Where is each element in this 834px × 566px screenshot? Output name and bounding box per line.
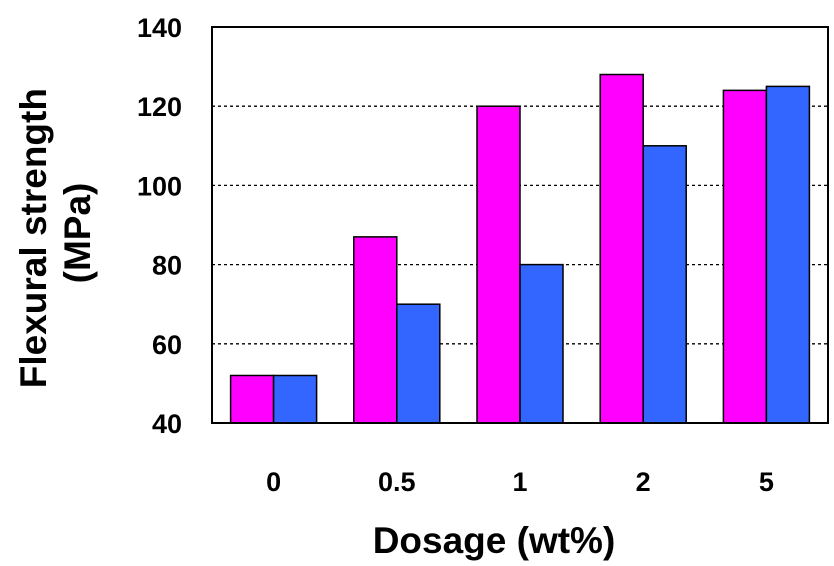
- bar-series-1: [599, 73, 644, 424]
- bar-group: [353, 236, 441, 424]
- x-tick-label: 1: [512, 467, 527, 497]
- bar-series-1: [476, 105, 521, 424]
- bar-groups: [229, 73, 811, 424]
- y-tick-label: 120: [137, 92, 182, 122]
- bar-group: [722, 85, 811, 424]
- x-tick-label: 0.5: [378, 467, 416, 497]
- bar-series-2: [519, 263, 564, 424]
- y-axis-title: Flexural strength (MPa): [13, 78, 98, 388]
- bar-series-1: [229, 374, 275, 424]
- bar-series-2: [396, 303, 441, 424]
- bar-series-2: [642, 145, 687, 424]
- bar-group: [476, 105, 564, 424]
- bar-series-2: [765, 85, 811, 424]
- plot-area-frame: [211, 26, 829, 424]
- bar-series-2: [272, 374, 318, 424]
- x-axis-tick-labels: 0 0.5 1 2 5: [266, 467, 774, 497]
- y-axis-title-line-1: Flexural strength: [13, 88, 54, 388]
- x-tick-label: 0: [266, 467, 281, 497]
- bar-group: [229, 374, 318, 424]
- bar-series-1: [722, 89, 768, 424]
- x-tick-label: 5: [759, 467, 774, 497]
- y-tick-label: 80: [152, 251, 182, 281]
- bar-series-1: [353, 236, 398, 424]
- bar-group: [599, 73, 687, 424]
- y-tick-label: 40: [152, 409, 182, 439]
- y-axis-tick-labels: 40 60 80 100 120 140: [137, 13, 182, 439]
- y-tick-label: 60: [152, 330, 182, 360]
- x-axis-title: Dosage (wt%): [373, 520, 616, 561]
- y-tick-label: 140: [137, 13, 182, 43]
- y-axis-title-line-2: (MPa): [57, 183, 98, 284]
- y-tick-label: 100: [137, 171, 182, 201]
- x-tick-label: 2: [636, 467, 651, 497]
